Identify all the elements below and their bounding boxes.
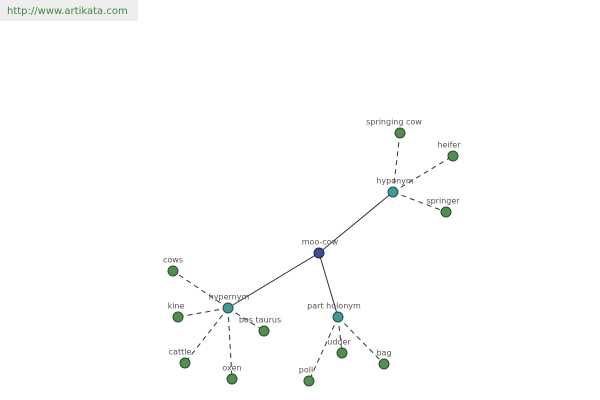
node-label: springer	[426, 197, 460, 206]
node[interactable]	[440, 206, 452, 218]
node-label: cows	[163, 256, 183, 265]
node[interactable]	[313, 247, 325, 259]
node-label: udder	[327, 338, 351, 347]
node[interactable]	[332, 311, 344, 323]
edge	[227, 307, 233, 380]
node[interactable]	[394, 127, 406, 139]
node-label: heifer	[437, 141, 461, 150]
node-label: cattle	[169, 348, 192, 357]
node-label: moo-cow	[302, 238, 339, 247]
node[interactable]	[258, 325, 270, 337]
node[interactable]	[167, 265, 179, 277]
node[interactable]	[226, 373, 238, 385]
edge	[227, 252, 320, 309]
edge	[227, 307, 265, 332]
node-label: part holonym	[307, 302, 361, 311]
node-label: springing cow	[366, 118, 422, 127]
edge	[172, 270, 229, 309]
edge	[177, 307, 229, 318]
node[interactable]	[447, 150, 459, 162]
node[interactable]	[222, 302, 234, 314]
node-label: bag	[376, 349, 391, 358]
node-label: bos taurus	[239, 316, 281, 325]
node-label: poll	[299, 366, 313, 375]
node-label: hypernym	[209, 293, 250, 302]
edge	[318, 252, 339, 318]
node[interactable]	[172, 311, 184, 323]
edge	[337, 316, 385, 365]
node[interactable]	[378, 358, 390, 370]
node[interactable]	[303, 375, 315, 387]
node-label: hyponym	[376, 177, 414, 186]
edge	[337, 316, 343, 354]
labels: moo-cow hyponym hypernym part holonym sp…	[163, 118, 461, 375]
edge	[308, 316, 339, 382]
edge	[318, 191, 394, 254]
edge	[392, 155, 454, 193]
edge	[184, 307, 229, 364]
edge	[392, 132, 401, 193]
node-label: oxen	[222, 364, 241, 373]
edge	[392, 191, 447, 213]
node[interactable]	[336, 347, 348, 359]
url-bar	[0, 0, 138, 21]
node[interactable]	[179, 357, 191, 369]
nodes	[167, 127, 459, 387]
node-label: kine	[168, 302, 185, 311]
node[interactable]	[387, 186, 399, 198]
url[interactable]: http://www.artikata.com	[7, 6, 128, 17]
edges	[172, 132, 454, 382]
